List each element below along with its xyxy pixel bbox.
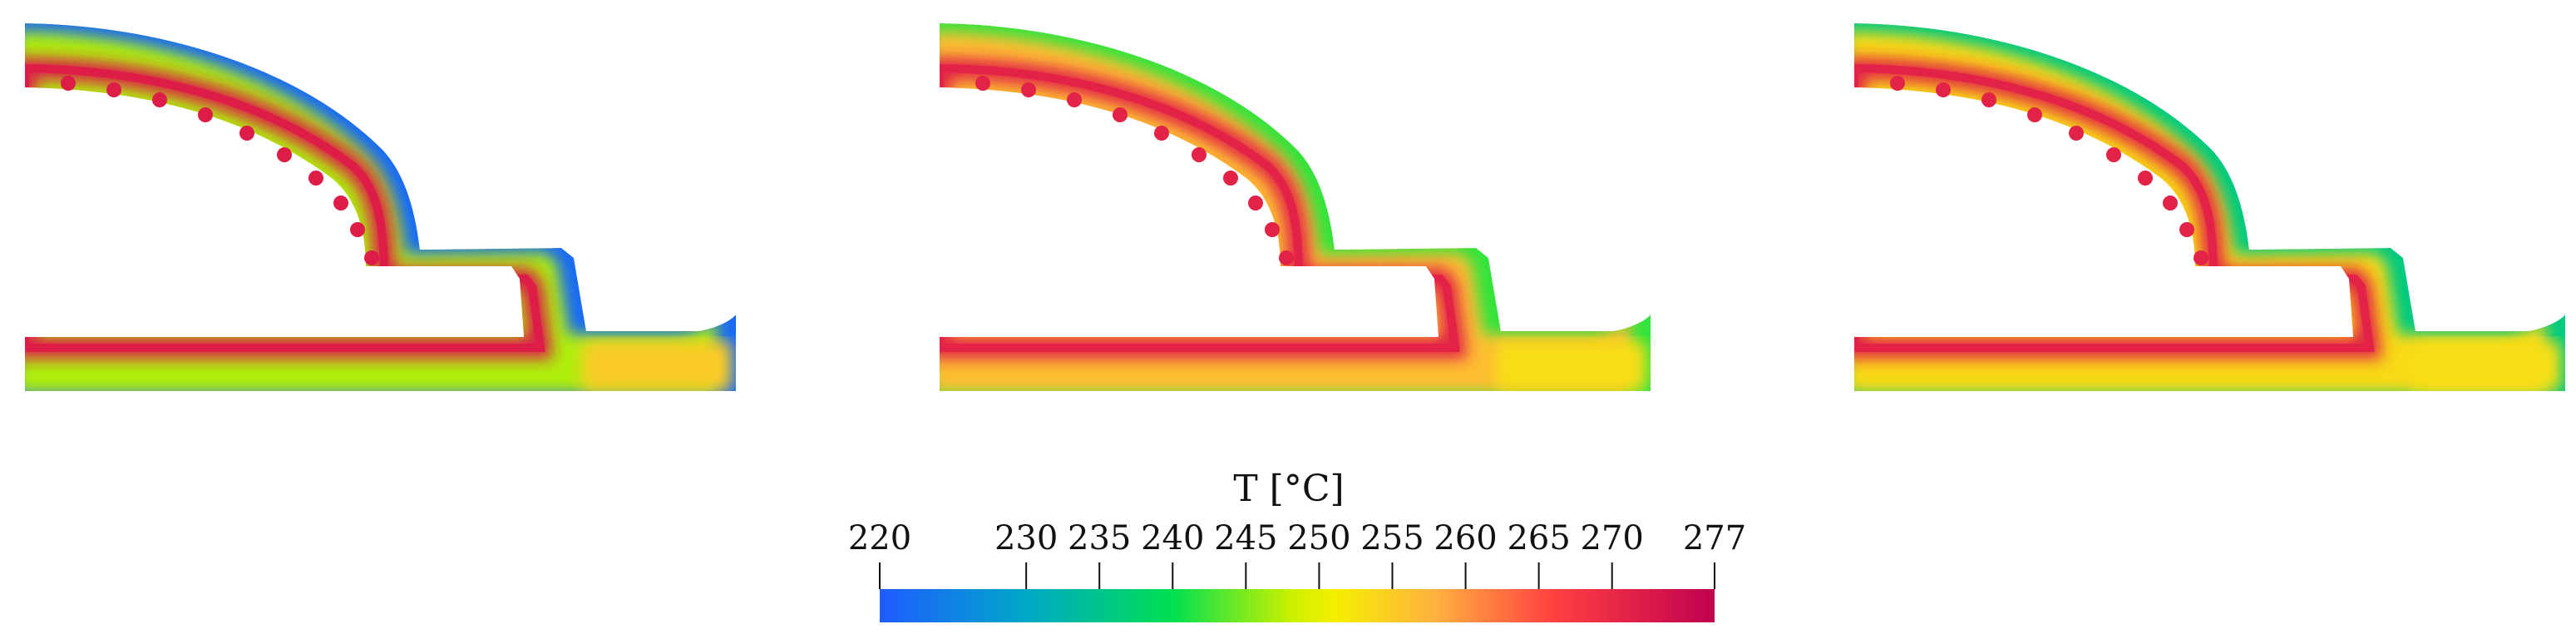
cooling-rib-bump (1113, 107, 1128, 122)
runner-region (1497, 341, 1646, 391)
cooling-rib-bump (152, 92, 167, 107)
cooling-rib-bump (2194, 250, 2208, 265)
temperature-field-svg-3 (1854, 23, 2565, 391)
cooling-rib-bump (2106, 147, 2121, 162)
runner-region (2411, 341, 2561, 391)
temperature-field-panel-1 (0, 0, 915, 416)
part-cavity (1854, 87, 2353, 337)
cooling-rib-bump (277, 147, 292, 162)
inner-hot-edge (1854, 63, 2375, 352)
colorbar-tick-label: 230 (994, 519, 1058, 557)
cooling-rib-bump (198, 107, 213, 122)
cooling-rib-bump (1890, 76, 1905, 91)
colorbar-tick-label: 245 (1214, 519, 1277, 557)
cooling-rib-bump (1981, 92, 1996, 107)
cooling-rib-bump (1192, 147, 1207, 162)
colorbar-title: T [°C] (1233, 468, 1345, 510)
cooling-rib-bump (364, 250, 379, 265)
inner-hot-edge (940, 63, 1460, 352)
cooling-rib-bump (2163, 196, 2178, 211)
cooling-rib-bump (1248, 196, 1263, 211)
colorbar-tick-label: 260 (1434, 519, 1497, 557)
part-cavity (25, 87, 524, 337)
colorbar-tick-label: 235 (1068, 519, 1131, 557)
colorbar-tick-label: 270 (1581, 519, 1644, 557)
cooling-rib-bump (1279, 250, 1294, 265)
cooling-rib-bump (308, 171, 323, 186)
temperature-field-svg-1 (25, 23, 736, 391)
cooling-rib-bump (333, 196, 348, 211)
cooling-rib-bump (2027, 107, 2042, 122)
temperature-field-panel-2 (915, 0, 1829, 416)
cooling-rib-bump (2179, 222, 2194, 237)
colorbar-tick-label: 265 (1507, 519, 1570, 557)
temperature-field-panel-3 (1829, 0, 2576, 416)
temperature-field-svg-2 (940, 23, 1651, 391)
cooling-rib-bump (1154, 126, 1169, 141)
colorbar-tick-label: 277 (1683, 519, 1746, 557)
runner-region (582, 341, 732, 391)
cooling-rib-bump (2138, 171, 2153, 186)
cooling-rib-bump (1223, 171, 1238, 186)
cooling-rib-bump (975, 76, 990, 91)
cooling-rib-bump (1265, 222, 1280, 237)
temperature-colorbar: 220 230 235 240 245 250 255 260 265 270 277 T [°C] (748, 449, 1829, 644)
cooling-rib-bump (350, 222, 365, 237)
colorbar-tick-label: 220 (848, 519, 911, 557)
cooling-rib-bump (239, 126, 254, 141)
colorbar-tick-label: 255 (1360, 519, 1424, 557)
colorbar-tick-label: 240 (1141, 519, 1204, 557)
cooling-rib-bump (2069, 126, 2084, 141)
part-cavity (940, 87, 1439, 337)
colorbar-gradient (880, 589, 1715, 622)
inner-hot-edge (25, 63, 545, 352)
cooling-rib-bump (61, 76, 76, 91)
cooling-rib-bump (1936, 82, 1951, 97)
colorbar-svg: 220 230 235 240 245 250 255 260 265 270 277 (848, 519, 1746, 622)
cooling-rib-bump (106, 82, 121, 97)
cooling-rib-bump (1067, 92, 1082, 107)
colorbar-tick-label: 250 (1287, 519, 1350, 557)
cooling-rib-bump (1021, 82, 1036, 97)
